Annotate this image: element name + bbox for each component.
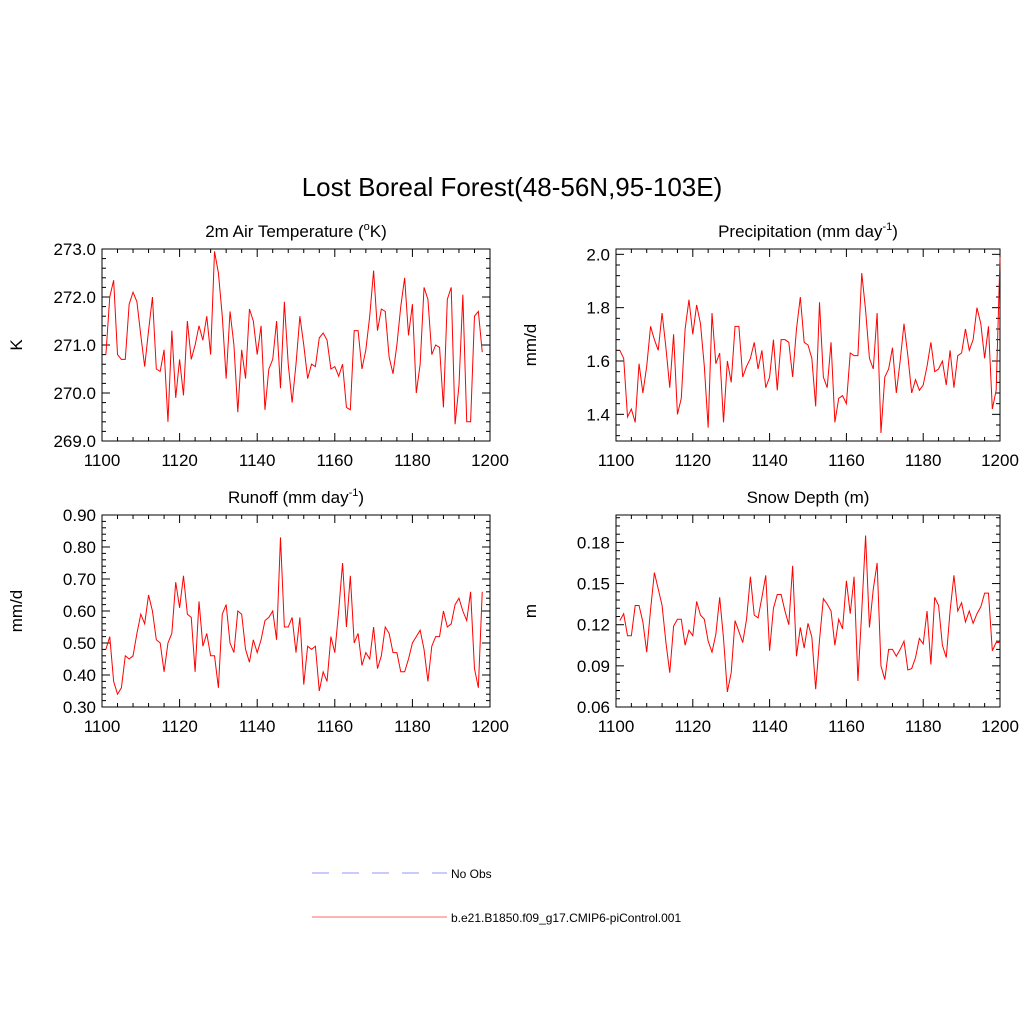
legend-item-2: b.e21.B1850.f09_g17.CMIP6-piControl.001 <box>312 911 681 925</box>
panel-title: 2m Air Temperature (oK) <box>205 221 387 241</box>
y-tick-label: 0.40 <box>63 666 96 685</box>
figure-title: Lost Boreal Forest(48-56N,95-103E) <box>302 172 723 202</box>
panel-4: Snow Depth (m) m 1100 1120 1140 1160 1180 1200 0… <box>521 488 1019 736</box>
y-tick-label: 0.50 <box>63 634 96 653</box>
panels: 2m Air Temperature (oK) K 1100 1120 1140 1160… <box>7 221 1019 736</box>
x-tick-label: 1160 <box>317 451 354 470</box>
x-tick-label: 1180 <box>905 717 942 736</box>
panel-title-superscript: o <box>364 221 370 233</box>
x-tick-label: 1100 <box>598 451 635 470</box>
y-tick-label: 0.30 <box>63 698 96 717</box>
x-tick-label: 1100 <box>598 717 635 736</box>
panel-1: 2m Air Temperature (oK) K 1100 1120 1140 1160… <box>7 221 509 470</box>
y-axis-label: m <box>521 604 540 618</box>
y-tick-label: 2.0 <box>586 245 610 264</box>
legend-item-1: No Obs <box>312 867 492 881</box>
panel-title: Runoff (mm day-1) <box>228 487 364 507</box>
panel-title-main: Precipitation (mm day <box>718 222 883 241</box>
x-tick-label: 1180 <box>394 717 431 736</box>
series-line <box>619 535 1000 693</box>
y-tick-label: 1.6 <box>586 352 610 371</box>
y-tick-label: 0.70 <box>63 570 96 589</box>
legend-label: b.e21.B1850.f09_g17.CMIP6-piControl.001 <box>451 911 681 925</box>
x-tick-label: 1100 <box>84 451 121 470</box>
plot-frame <box>615 248 1001 442</box>
x-tick-label: 1140 <box>751 451 788 470</box>
series-line <box>619 256 1001 434</box>
y-axis-label: mm/d <box>521 324 540 367</box>
y-tick-label: 1.8 <box>586 299 610 318</box>
panel-title-tail: ) <box>358 488 364 507</box>
panel-title: Precipitation (mm day-1) <box>718 221 898 241</box>
y-tick-label: 271.0 <box>53 336 96 355</box>
x-tick-label: 1200 <box>981 717 1019 736</box>
x-tick-label: 1140 <box>239 451 276 470</box>
legend: No Obs b.e21.B1850.f09_g17.CMIP6-piContro… <box>312 867 681 925</box>
legend-label: No Obs <box>451 867 492 881</box>
y-tick-label: 269.0 <box>53 432 96 451</box>
x-tick-label: 1200 <box>471 451 509 470</box>
panel-title-main: Runoff (mm day <box>228 488 349 507</box>
x-tick-label: 1140 <box>239 717 276 736</box>
panel-2: Precipitation (mm day-1) mm/d 1100 1120 1140… <box>521 221 1019 470</box>
x-tick-label: 1200 <box>471 717 509 736</box>
y-tick-label: 0.80 <box>63 538 96 557</box>
x-tick-label: 1120 <box>675 451 712 470</box>
y-tick-label: 0.60 <box>63 602 96 621</box>
plot-frame <box>101 514 491 708</box>
y-tick-label: 0.12 <box>577 616 610 635</box>
x-tick-label: 1160 <box>317 717 354 736</box>
y-axis-label: mm/d <box>7 590 26 633</box>
y-axis-label: K <box>7 339 26 351</box>
plot-frame <box>101 248 491 442</box>
x-tick-label: 1200 <box>981 451 1019 470</box>
x-tick-label: 1160 <box>828 451 865 470</box>
y-tick-label: 0.06 <box>577 698 610 717</box>
y-tick-label: 0.09 <box>577 657 610 676</box>
panel-3: Runoff (mm day-1) mm/d 1100 1120 1140 1160 118… <box>7 487 509 736</box>
panel-title-superscript: -1 <box>349 487 359 499</box>
y-tick-label: 1.4 <box>586 405 610 424</box>
x-tick-label: 1180 <box>394 451 431 470</box>
y-tick-label: 0.18 <box>577 533 610 552</box>
y-tick-label: 272.0 <box>53 288 96 307</box>
x-tick-label: 1120 <box>161 451 198 470</box>
panel-title-tail: ) <box>892 222 898 241</box>
x-tick-label: 1120 <box>675 717 712 736</box>
y-tick-label: 273.0 <box>53 240 96 259</box>
x-tick-label: 1140 <box>751 717 788 736</box>
panel-title-main: Snow Depth (m) <box>747 488 870 507</box>
x-tick-label: 1160 <box>828 717 865 736</box>
x-tick-label: 1120 <box>161 717 198 736</box>
y-tick-label: 0.15 <box>577 575 610 594</box>
x-tick-label: 1180 <box>905 451 942 470</box>
panel-title: Snow Depth (m) <box>747 488 870 507</box>
y-tick-label: 270.0 <box>53 384 96 403</box>
panel-title-main: 2m Air Temperature ( <box>205 222 364 241</box>
panel-title-tail: K) <box>370 222 387 241</box>
y-tick-label: 0.90 <box>63 506 96 525</box>
panel-title-superscript: -1 <box>882 221 892 233</box>
series-line <box>105 251 483 425</box>
plot-frame <box>615 514 1001 708</box>
x-tick-label: 1100 <box>84 717 121 736</box>
series-line <box>105 537 483 696</box>
